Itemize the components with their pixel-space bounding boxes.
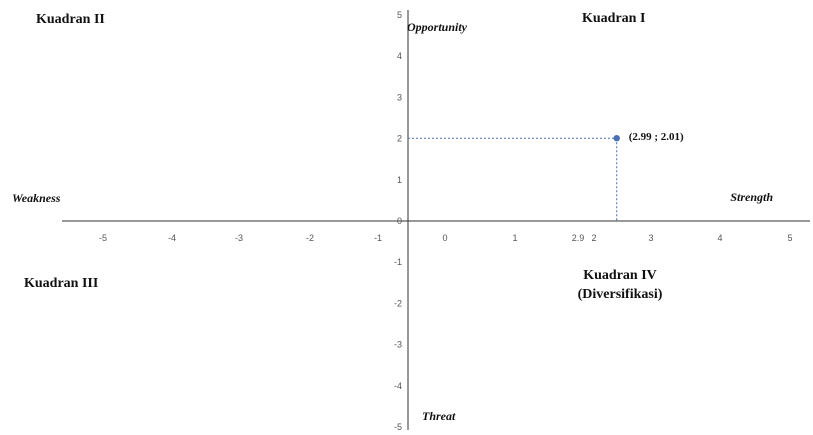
x-tick-label: -1 bbox=[374, 233, 382, 243]
y-tick-label: 0 bbox=[397, 216, 402, 226]
y-tick-labels: 5 4 3 2 1 0 -1 -2 -3 -4 -5 bbox=[394, 10, 402, 432]
y-tick-label: 4 bbox=[397, 51, 402, 61]
data-point bbox=[613, 134, 620, 142]
y-tick-label: -3 bbox=[394, 340, 402, 350]
x-tick-label: 2.9 bbox=[572, 233, 585, 243]
data-point-label: (2.99 ; 2.01) bbox=[629, 131, 684, 143]
axes bbox=[62, 10, 810, 430]
x-tick-label: 5 bbox=[787, 233, 792, 243]
quadrant-4-label: Kuadran IV bbox=[583, 268, 657, 283]
y-tick-label: -1 bbox=[394, 257, 402, 267]
axis-label-opportunity: Opportunity bbox=[407, 20, 468, 34]
x-tick-labels: -5 -4 -3 -2 -1 0 1 2.9 2 3 4 5 bbox=[99, 233, 793, 243]
x-tick-label: 0 bbox=[442, 233, 447, 243]
x-tick-label: -4 bbox=[168, 233, 176, 243]
axis-label-strength: Strength bbox=[730, 190, 773, 204]
quadrant-3-label: Kuadran III bbox=[24, 276, 98, 291]
x-tick-label: 3 bbox=[648, 233, 653, 243]
y-tick-label: 3 bbox=[397, 92, 402, 102]
y-tick-label: 2 bbox=[397, 134, 402, 144]
quadrant-4-sublabel: (Diversifikasi) bbox=[578, 287, 663, 302]
x-tick-label: -3 bbox=[235, 233, 243, 243]
y-tick-label: 1 bbox=[397, 175, 402, 185]
x-tick-label: -5 bbox=[99, 233, 107, 243]
y-tick-label: -5 bbox=[394, 422, 402, 432]
axis-label-weakness: Weakness bbox=[12, 191, 61, 205]
quadrant-1-label: Kuadran I bbox=[582, 11, 645, 26]
x-tick-label: 1 bbox=[512, 233, 517, 243]
x-tick-label: 2 bbox=[591, 233, 596, 243]
y-tick-label: -4 bbox=[394, 381, 402, 391]
axis-label-threat: Threat bbox=[422, 409, 456, 423]
data-points: (2.99 ; 2.01) bbox=[613, 131, 684, 143]
x-tick-label: 4 bbox=[717, 233, 722, 243]
y-tick-label: 5 bbox=[397, 10, 402, 20]
y-tick-label: -2 bbox=[394, 298, 402, 308]
point-guide-lines bbox=[408, 137, 618, 221]
x-tick-label: -2 bbox=[306, 233, 314, 243]
quadrant-2-label: Kuadran II bbox=[36, 12, 105, 27]
